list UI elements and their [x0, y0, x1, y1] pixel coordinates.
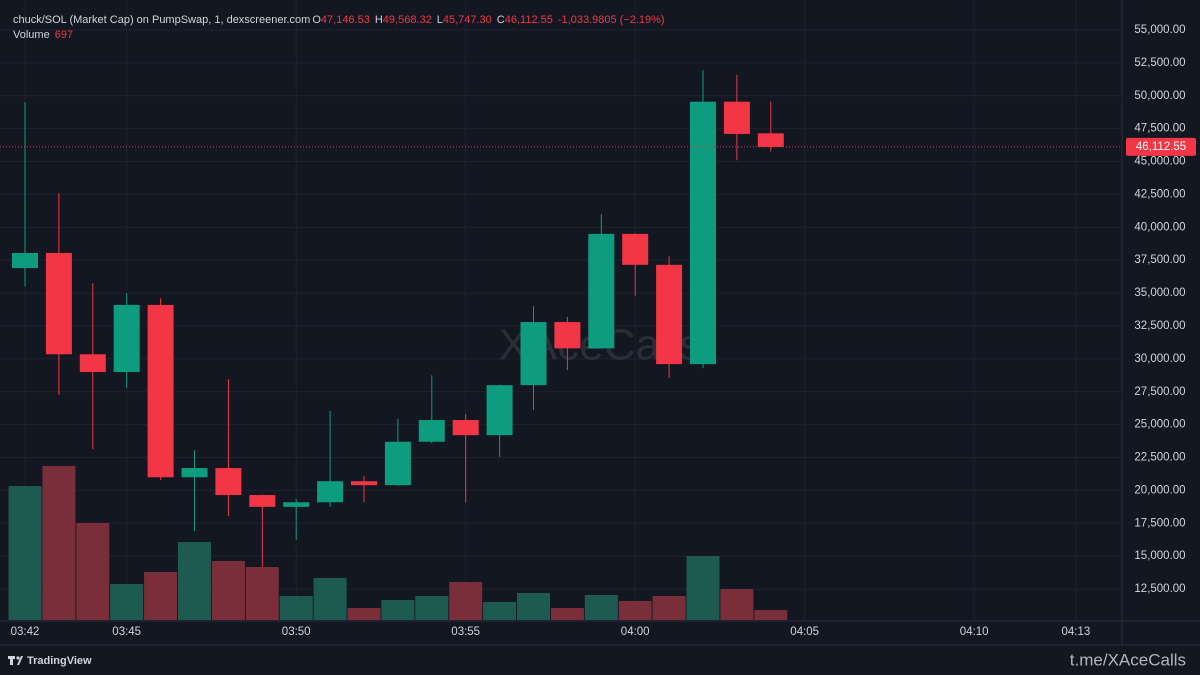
candle-body — [351, 481, 377, 486]
volume-bar — [686, 556, 720, 620]
volume-bar — [449, 582, 483, 620]
x-tick-label: 04:05 — [790, 626, 819, 638]
candle-body — [147, 304, 174, 478]
volume-bar — [76, 523, 110, 620]
volume-bar — [584, 595, 618, 620]
legend-value: 47,146.53 — [321, 14, 370, 26]
change-value: -1,033.9805 (−2.19%) — [558, 14, 665, 26]
candle-body — [181, 468, 208, 478]
candle-body — [113, 304, 140, 373]
volume-bar — [517, 593, 550, 620]
volume-bar — [8, 486, 42, 620]
last-price-box — [1126, 137, 1196, 156]
y-tick-label: 27,500.00 — [1134, 386, 1185, 398]
y-tick-label: 25,000.00 — [1134, 419, 1185, 431]
volume-bar — [42, 466, 76, 620]
y-tick-label: 22,500.00 — [1134, 452, 1185, 464]
brand-logo — [8, 656, 23, 665]
candle-body — [554, 322, 581, 349]
volume-bar — [415, 596, 449, 620]
x-tick-label: 03:42 — [11, 626, 40, 638]
candle-body — [317, 481, 344, 503]
candle-body — [520, 322, 547, 386]
y-tick-label: 50,000.00 — [1134, 90, 1185, 102]
last-price-label: 46,112.55 — [1136, 141, 1186, 153]
candle-body — [757, 133, 784, 147]
y-tick-label: 20,000.00 — [1134, 484, 1185, 496]
volume-value: 697 — [55, 29, 73, 41]
candle-body — [79, 354, 106, 373]
volume-bar — [483, 602, 517, 620]
footer-link: t.me/XAceCalls — [1070, 650, 1186, 669]
y-tick-label: 15,000.00 — [1134, 550, 1185, 562]
x-tick-label: 03:55 — [451, 626, 480, 638]
volume-bar — [720, 589, 754, 620]
y-tick-label: 17,500.00 — [1134, 517, 1185, 529]
volume-bar — [652, 596, 686, 620]
y-tick-label: 55,000.00 — [1134, 24, 1185, 36]
y-tick-label: 45,000.00 — [1134, 156, 1185, 168]
candle-body — [418, 420, 445, 442]
legend-value: 46,112.55 — [505, 14, 553, 26]
y-tick-label: 42,500.00 — [1134, 188, 1185, 200]
header-title: chuck/SOL (Market Cap) on PumpSwap, 1, d… — [13, 14, 310, 26]
y-tick-label: 32,500.00 — [1134, 320, 1185, 332]
volume-bar — [110, 584, 144, 620]
candle-body — [723, 101, 750, 134]
volume-bar — [550, 608, 584, 620]
candle-body — [12, 252, 38, 269]
volume-bar — [279, 596, 313, 620]
y-tick-label: 47,500.00 — [1134, 123, 1185, 135]
x-tick-label: 04:13 — [1062, 626, 1091, 638]
volume-bar — [178, 542, 211, 620]
candle-body — [656, 264, 683, 365]
x-tick-label: 03:45 — [112, 626, 141, 638]
y-tick-label: 40,000.00 — [1134, 221, 1185, 233]
volume-title: Volume — [13, 29, 50, 41]
candle-body — [622, 233, 649, 265]
y-tick-label: 52,500.00 — [1134, 57, 1185, 69]
candle-body — [588, 233, 615, 349]
candle-body — [283, 502, 310, 507]
volume-bar — [754, 610, 788, 620]
x-tick-label: 04:00 — [621, 626, 650, 638]
candle-body — [690, 101, 716, 365]
candle-body — [45, 252, 72, 355]
y-tick-label: 37,500.00 — [1134, 254, 1185, 266]
legend-key: O — [312, 14, 321, 26]
candle-body — [384, 441, 411, 486]
candle-body — [249, 495, 276, 507]
volume-bar — [347, 608, 381, 620]
y-tick-label: 12,500.00 — [1134, 583, 1185, 595]
candle-body — [486, 385, 513, 436]
y-tick-label: 30,000.00 — [1134, 353, 1185, 365]
legend-key: H — [375, 14, 383, 26]
x-tick-label: 04:10 — [960, 626, 989, 638]
volume-bar — [211, 561, 245, 620]
volume-bar — [144, 572, 178, 620]
legend-key: C — [497, 14, 505, 26]
x-tick-label: 03:50 — [282, 626, 311, 638]
legend-value: 45,747.30 — [443, 14, 492, 26]
candle-body — [452, 420, 479, 436]
volume-bar — [313, 578, 347, 620]
volume-bar — [245, 567, 279, 620]
y-tick-label: 35,000.00 — [1134, 287, 1185, 299]
volume-bar — [381, 600, 415, 620]
legend-value: 49,568.32 — [383, 14, 432, 26]
volume-bar — [618, 601, 652, 620]
candle-body — [215, 468, 242, 496]
legend-key: L — [437, 14, 443, 26]
brand: TradingView — [27, 655, 92, 667]
